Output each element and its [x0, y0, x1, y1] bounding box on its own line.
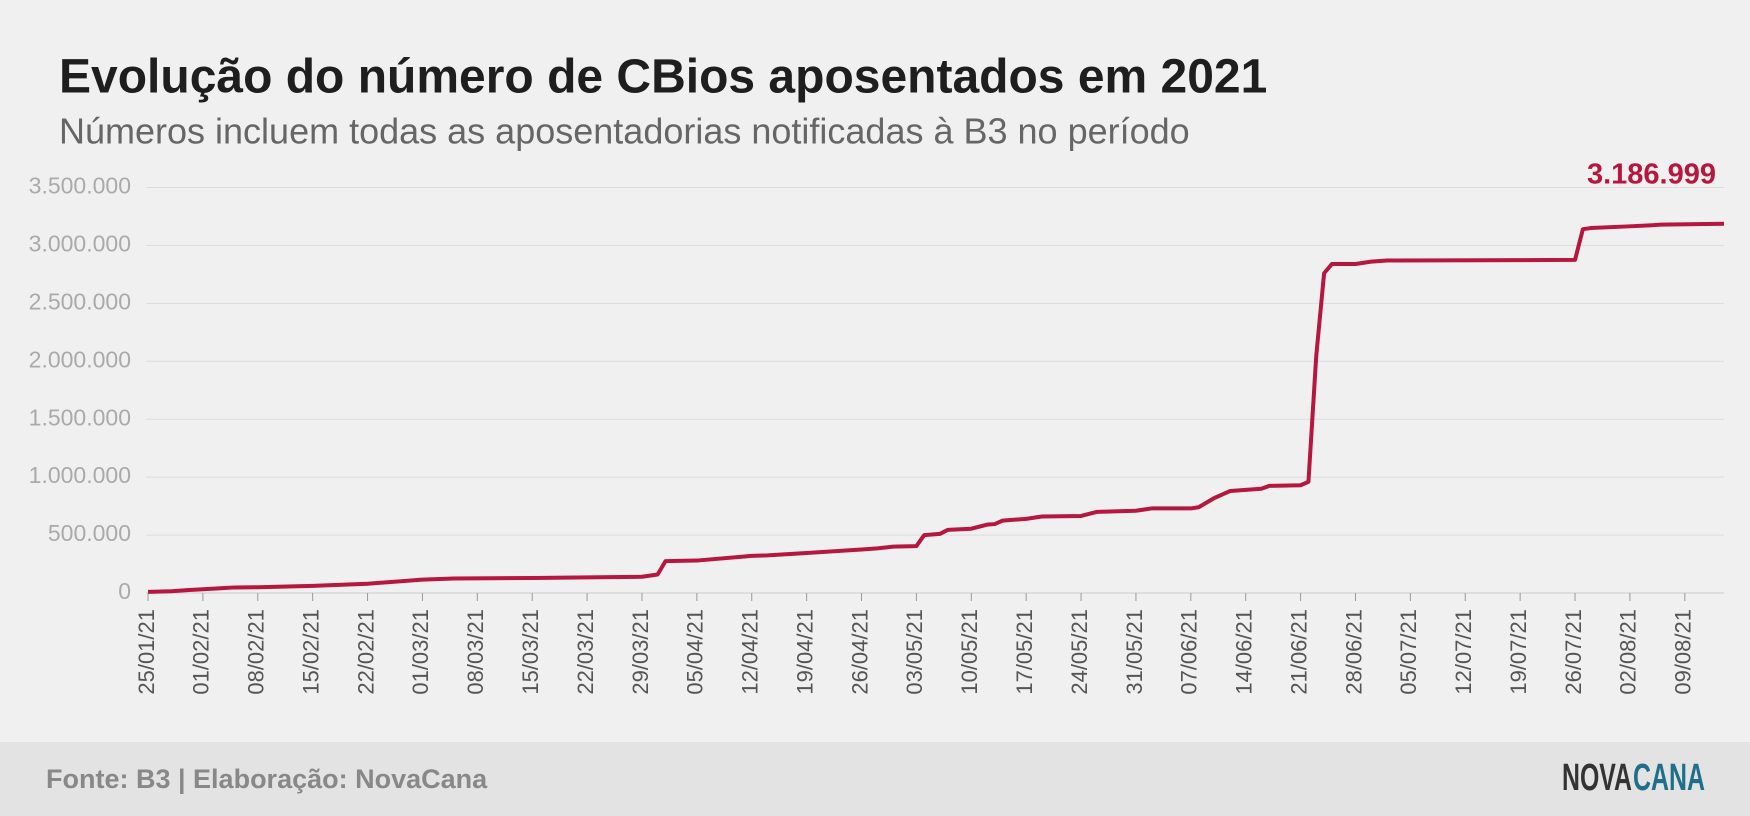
x-tick-label: 07/06/21	[1177, 609, 1202, 695]
x-tick-label: 25/01/21	[134, 609, 159, 695]
y-tick-label: 1.500.000	[29, 404, 131, 430]
x-tick-label: 19/04/21	[792, 609, 817, 695]
y-tick-label: 2.500.000	[29, 288, 131, 314]
data-line	[147, 221, 1725, 594]
x-tick-label: 22/02/21	[353, 609, 378, 695]
x-tick-label: 22/03/21	[573, 609, 598, 695]
x-tick-label: 05/04/21	[683, 609, 708, 695]
x-tick-label: 19/07/21	[1506, 609, 1531, 695]
x-tick-label: 15/03/21	[518, 609, 543, 695]
x-tick-label: 21/06/21	[1286, 609, 1311, 695]
logo-nova: NOVA	[1562, 757, 1632, 799]
annotation: 3.186.999	[1587, 158, 1716, 190]
x-tick-label: 24/05/21	[1067, 609, 1092, 695]
x-tick-label: 02/08/21	[1616, 609, 1641, 695]
logo-cana: CANA	[1633, 757, 1705, 799]
x-tick-label: 14/06/21	[1232, 609, 1257, 695]
x-tick-label: 29/03/21	[628, 609, 653, 695]
x-tick-label: 08/02/21	[244, 609, 269, 695]
x-tick-label: 26/07/21	[1561, 609, 1586, 695]
x-tick-label: 26/04/21	[847, 609, 872, 695]
footer-source: Fonte: B3 | Elaboração: NovaCana	[46, 764, 488, 794]
x-tick-label: 12/07/21	[1451, 609, 1476, 695]
x-tick-label: 01/02/21	[189, 609, 214, 695]
x-tick-label: 05/07/21	[1396, 609, 1421, 695]
y-tick-label: 2.000.000	[29, 346, 131, 372]
x-tick-label: 03/05/21	[902, 609, 927, 695]
x-tick-label: 08/03/21	[463, 609, 488, 695]
x-tick-label: 15/02/21	[298, 609, 323, 695]
y-tick-label: 0	[118, 578, 131, 604]
y-tick-label: 3.500.000	[29, 173, 131, 199]
x-tick-label: 09/08/21	[1671, 609, 1696, 695]
x-tick-label: 12/04/21	[738, 609, 763, 695]
y-tick-label: 500.000	[48, 520, 131, 546]
y-tick-label: 1.000.000	[29, 462, 131, 488]
x-tick-label: 28/06/21	[1341, 609, 1366, 695]
footer-band	[0, 742, 1750, 816]
x-tick-label: 17/05/21	[1012, 609, 1037, 695]
x-tick-label: 01/03/21	[408, 609, 433, 695]
chart-title: Evolução do número de CBios aposentados …	[59, 51, 1267, 104]
x-tick-label: 10/05/21	[957, 609, 982, 695]
chart-subtitle: Números incluem todas as aposentadorias …	[59, 111, 1190, 152]
y-tick-label: 3.000.000	[29, 231, 131, 257]
x-tick-label: 31/05/21	[1122, 609, 1147, 695]
